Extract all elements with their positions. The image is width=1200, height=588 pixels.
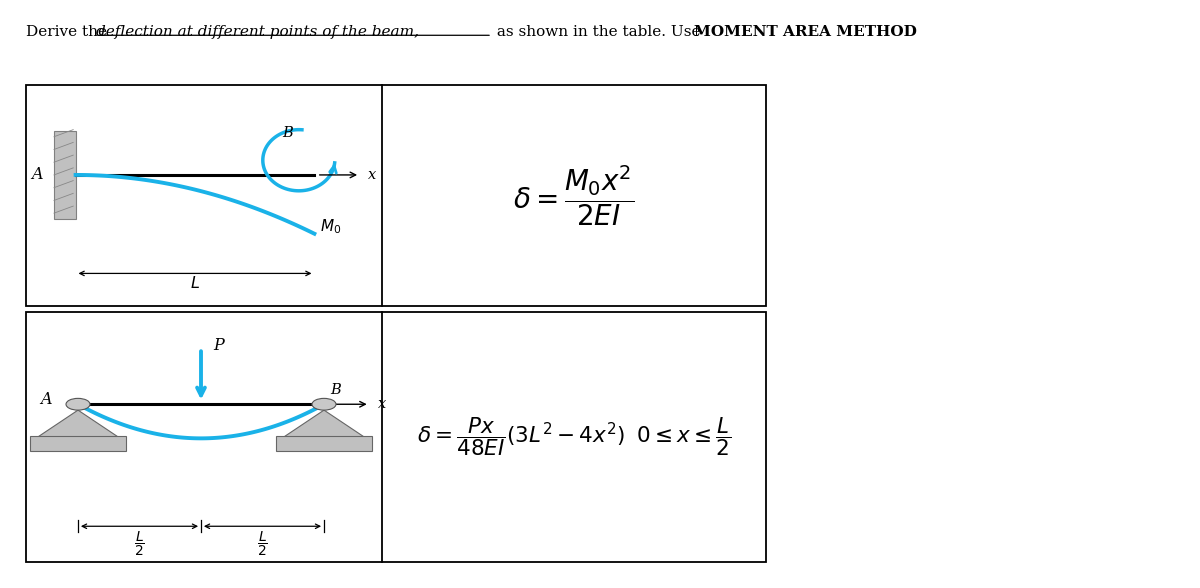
Bar: [54, 131, 76, 219]
Text: $\dfrac{L}{2}$: $\dfrac{L}{2}$: [257, 529, 268, 557]
Text: $\delta = \dfrac{M_0 x^2}{2EI}$: $\delta = \dfrac{M_0 x^2}{2EI}$: [514, 163, 634, 228]
Text: B: B: [330, 383, 341, 396]
Text: A: A: [31, 166, 43, 183]
Bar: [30, 436, 126, 452]
Text: Derive the: Derive the: [26, 25, 113, 39]
Text: deflection at different points of the beam,: deflection at different points of the be…: [96, 25, 419, 39]
Circle shape: [312, 399, 336, 410]
Text: B: B: [283, 126, 293, 139]
Bar: [26, 312, 766, 562]
Text: P: P: [214, 337, 223, 354]
Bar: [26, 85, 766, 306]
Text: x: x: [378, 397, 386, 411]
Bar: [276, 436, 372, 452]
Text: $\dfrac{L}{2}$: $\dfrac{L}{2}$: [134, 529, 145, 557]
Text: $L$: $L$: [190, 275, 200, 292]
Text: x: x: [368, 168, 377, 182]
Polygon shape: [38, 410, 118, 436]
Circle shape: [66, 399, 90, 410]
Text: A: A: [40, 391, 52, 408]
Text: $\delta = \dfrac{Px}{48EI}(3L^2 - 4x^2) \;\; 0 \leq x \leq \dfrac{L}{2}$: $\delta = \dfrac{Px}{48EI}(3L^2 - 4x^2) …: [416, 415, 731, 458]
Text: MOMENT AREA METHOD: MOMENT AREA METHOD: [694, 25, 917, 39]
Polygon shape: [284, 410, 364, 436]
Text: $M_0$: $M_0$: [320, 217, 342, 236]
Text: as shown in the table. Use: as shown in the table. Use: [492, 25, 706, 39]
